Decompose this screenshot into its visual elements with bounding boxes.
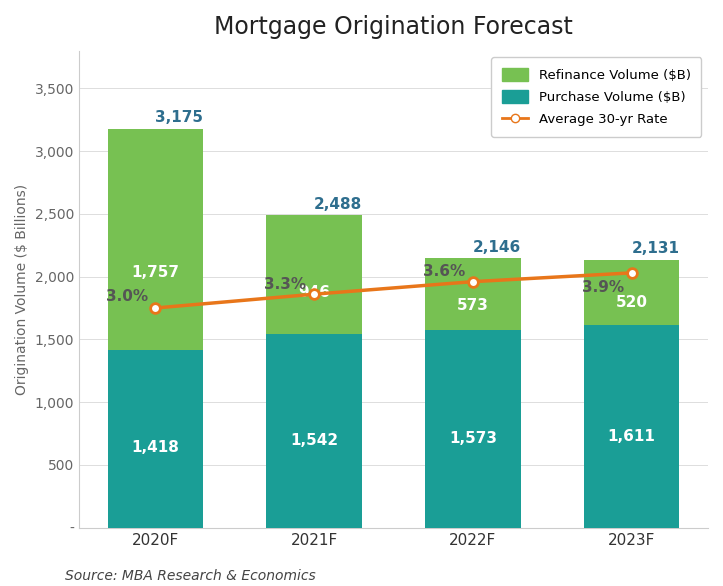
Text: 3.9%: 3.9% [582, 281, 624, 295]
Text: 946: 946 [298, 285, 330, 300]
Bar [584, 260, 680, 325]
Bar [108, 129, 203, 350]
Bar [425, 331, 521, 528]
Text: 573: 573 [457, 298, 489, 312]
Text: 1,542: 1,542 [290, 433, 338, 448]
Bar [584, 325, 680, 528]
Text: 3.0%: 3.0% [106, 289, 147, 304]
Text: 1,611: 1,611 [608, 429, 656, 444]
Text: 3.3%: 3.3% [265, 277, 307, 292]
Bar [425, 258, 521, 331]
Legend: Refinance Volume ($B), Purchase Volume ($B), Average 30-yr Rate: Refinance Volume ($B), Purchase Volume (… [492, 57, 701, 137]
Text: 1,757: 1,757 [131, 265, 179, 280]
Bar [108, 350, 203, 528]
Text: 520: 520 [616, 295, 648, 310]
Text: 2,146: 2,146 [473, 240, 521, 254]
Text: 2,131: 2,131 [632, 241, 680, 257]
Bar [266, 334, 362, 528]
Text: Source: MBA Research & Economics: Source: MBA Research & Economics [65, 569, 316, 583]
Bar [266, 216, 362, 334]
Text: 1,573: 1,573 [449, 431, 497, 447]
Text: 3,175: 3,175 [155, 110, 203, 125]
Text: 1,418: 1,418 [132, 440, 179, 455]
Text: 2,488: 2,488 [314, 196, 362, 212]
Text: 3.6%: 3.6% [423, 264, 466, 279]
Title: Mortgage Origination Forecast: Mortgage Origination Forecast [214, 15, 573, 39]
Y-axis label: Origination Volume ($ Billions): Origination Volume ($ Billions) [15, 183, 29, 395]
